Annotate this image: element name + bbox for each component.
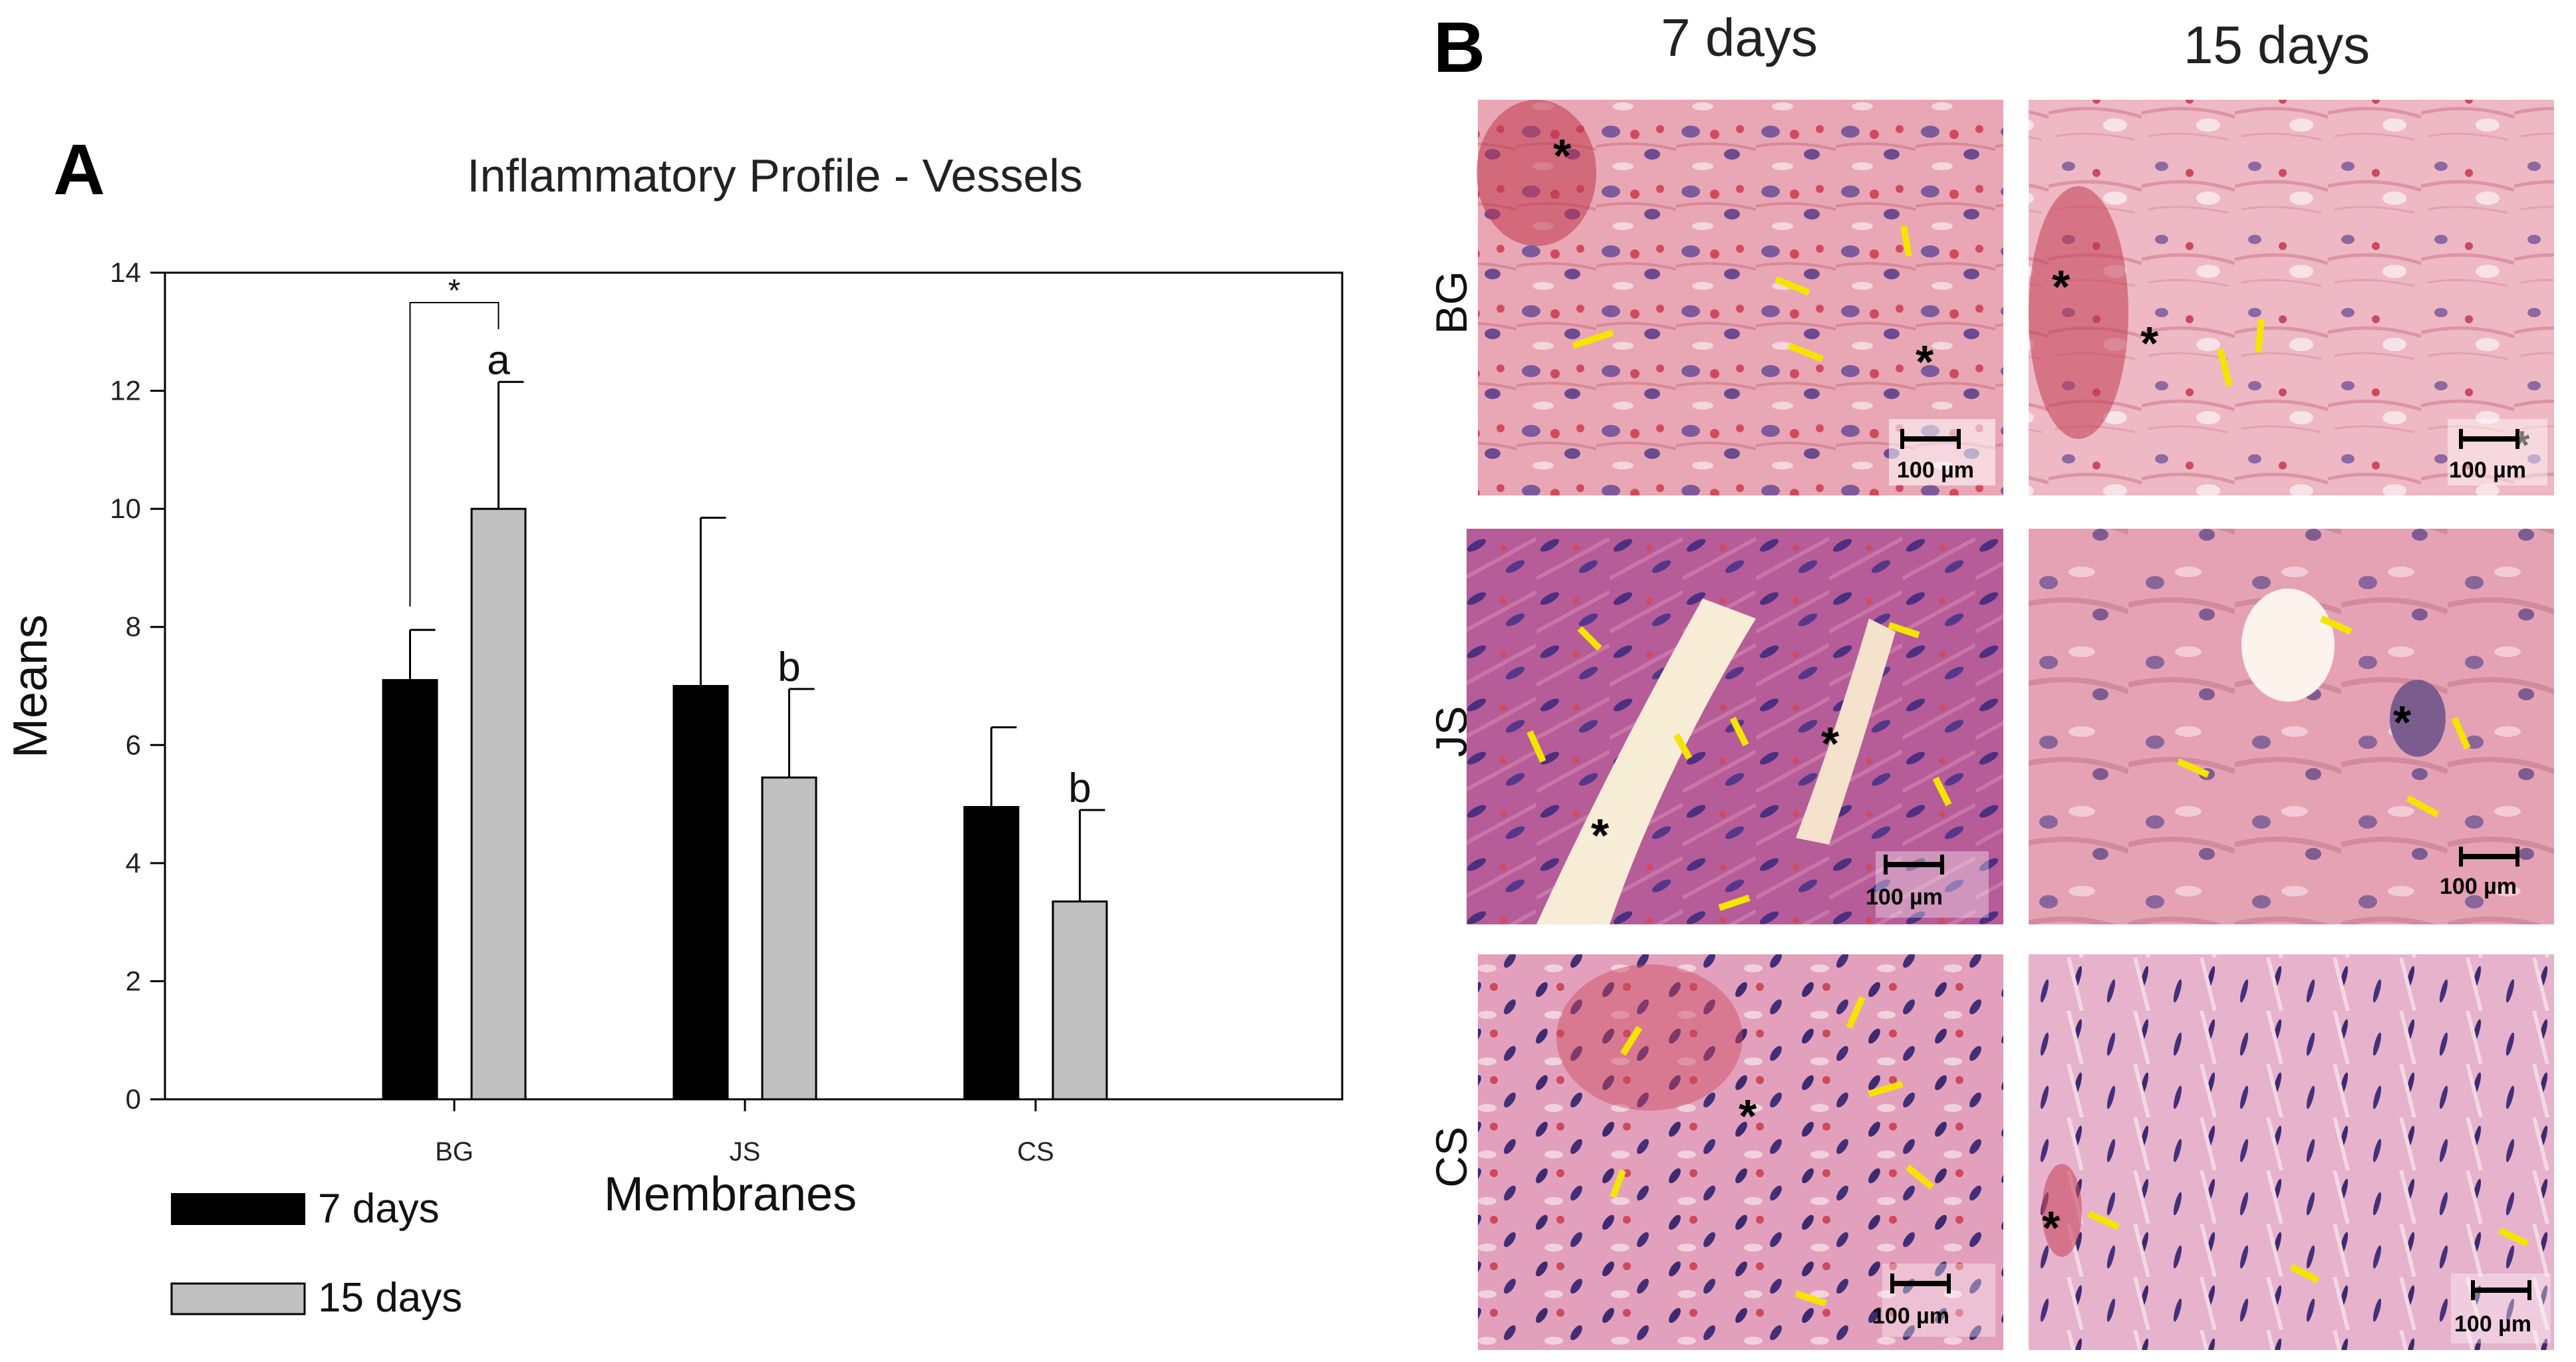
bar-letter-label: a	[487, 337, 510, 383]
vessel-marker: *	[1591, 809, 1610, 861]
column-header-7-days: 7 days	[1661, 8, 1818, 67]
panel-a-letter: A	[53, 129, 105, 209]
bracket-line	[409, 302, 500, 607]
scale-bar-label: 100 µm	[2440, 874, 2517, 899]
vessel-marker: *	[1739, 1090, 1757, 1142]
chart-title: Inflammatory Profile - Vessels	[467, 150, 1083, 202]
x-tick-label: JS	[730, 1137, 761, 1166]
x-axis: BG JS CS	[435, 1099, 1054, 1166]
y-axis-label: Means	[4, 614, 57, 758]
micrograph-bg-15-days: * * * 100 µm	[2029, 100, 2554, 495]
x-tick-label: BG	[435, 1137, 474, 1166]
y-tick-label: 4	[126, 847, 141, 879]
legend: 7 days 15 days	[170, 1186, 462, 1321]
x-axis-label: Membranes	[604, 1168, 857, 1221]
y-tick-label: 10	[110, 493, 141, 524]
bar-cs-7-days	[963, 806, 1020, 1101]
bar-cs-15-days	[1052, 900, 1108, 1101]
vessel-marker: *	[1553, 130, 1572, 182]
y-tick-label: 6	[126, 729, 141, 760]
micrograph-js-15-days: * 100 µm	[2029, 529, 2554, 924]
legend-label-7-days: 7 days	[318, 1186, 440, 1232]
scale-bar-label: 100 µm	[1872, 1303, 1949, 1329]
vessel-marker: *	[1916, 336, 1934, 388]
micrograph-cs-15-days: * 100 µm	[2029, 954, 2554, 1350]
bar-js-15-days	[761, 776, 817, 1101]
y-tick-label: 12	[110, 375, 141, 406]
vessel-marker: *	[2393, 696, 2412, 748]
vessel-marker: *	[2052, 261, 2071, 313]
micrograph-cs-7-days: * 100 µm	[1478, 954, 2003, 1350]
x-tick-label: CS	[1017, 1137, 1054, 1166]
column-header-15-days: 15 days	[2184, 15, 2370, 74]
y-tick-label: 8	[126, 611, 141, 642]
legend-swatch-7-days	[171, 1193, 305, 1225]
y-tick-label: 2	[126, 965, 141, 996]
bars	[382, 380, 1108, 1101]
row-label-js: JS	[1427, 706, 1476, 757]
row-label-bg: BG	[1427, 271, 1476, 334]
bar-bg-15-days	[470, 507, 527, 1101]
micrograph-bg-7-days: * * 100 µm	[1477, 100, 2003, 495]
bar-js-7-days	[672, 685, 729, 1101]
panel-b-letter: B	[1433, 7, 1485, 87]
bar-labels: a b b	[487, 337, 1091, 811]
bar-letter-label: b	[1068, 765, 1091, 811]
scale-bar-label: 100 µm	[1897, 458, 1974, 483]
vessel-marker: *	[2514, 423, 2530, 468]
plot-frame	[164, 271, 1344, 1101]
legend-label-15-days: 15 days	[318, 1275, 462, 1321]
vessel-marker: *	[2042, 1202, 2061, 1254]
y-axis: 0 2 4 6 8 10 12 14	[110, 257, 165, 1115]
vessel-marker: *	[2140, 317, 2159, 369]
legend-swatch-15-days	[170, 1282, 306, 1315]
bar-bg-7-days	[382, 679, 438, 1101]
scale-bar-label: 100 µm	[2454, 1311, 2531, 1337]
significance-bracket: *	[409, 273, 500, 607]
bar-chart: A Inflammatory Profile - Vessels 0 2 4 6 8 10…	[4, 129, 1344, 1321]
vessel-marker: *	[1821, 718, 1840, 769]
scale-bar-label: 100 µm	[1866, 885, 1943, 910]
y-tick-label: 14	[110, 257, 141, 288]
scale-bar-label: 100 µm	[2449, 458, 2526, 483]
significance-star: *	[448, 273, 461, 309]
row-label-cs: CS	[1427, 1127, 1476, 1188]
micrograph-js-7-days: * * 100 µm	[1467, 529, 2003, 924]
y-tick-label: 0	[126, 1083, 141, 1115]
bar-letter-label: b	[778, 644, 800, 690]
